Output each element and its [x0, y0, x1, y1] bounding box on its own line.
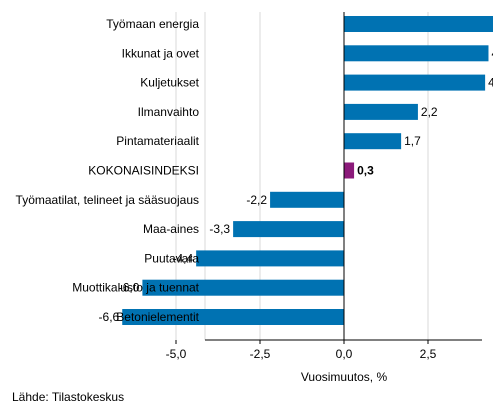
category-label: Pintamateriaalit: [116, 134, 199, 148]
category-labels: Työmaan energia Ikkunat ja ovet Kuljetukse…: [16, 17, 200, 324]
value-label: 4,2: [488, 76, 493, 90]
bar: [270, 191, 344, 208]
category-label: Puutavara: [144, 251, 199, 265]
bars: [122, 16, 493, 325]
category-label: Työmaatilat, telineet ja sääsuojaus: [16, 193, 199, 207]
value-label: 4,3: [491, 46, 493, 60]
category-label: Betonielementit: [116, 310, 199, 324]
category-label: Ilmanvaihto: [138, 105, 200, 119]
bar: [344, 16, 493, 32]
value-label: -6,6: [99, 310, 120, 324]
x-tick-label: -5,0: [166, 347, 187, 361]
value-label: -3,3: [209, 222, 230, 236]
category-label: Maa-aines: [143, 222, 199, 236]
bar: [122, 309, 345, 325]
category-label: KOKONAISINDEKSI: [88, 164, 199, 178]
value-label: 1,7: [404, 134, 421, 148]
category-label: Muottikalusto ja tuennat: [72, 281, 199, 295]
bar: [142, 279, 344, 296]
x-axis: -5,0-2,50,02,55,07,5: [166, 12, 482, 361]
value-label: -6,0: [119, 281, 140, 295]
bar: [344, 45, 489, 62]
category-label: Kuljetukset: [140, 76, 199, 90]
value-labels: 6,94,34,22,21,70,3-2,2-3,3-4,4-6,0-6,6: [99, 46, 493, 324]
x-tick-label: 0,0: [336, 347, 353, 361]
category-label: Ikkunat ja ovet: [122, 46, 200, 60]
bar: [196, 250, 344, 267]
x-tick-label: 2,5: [420, 347, 437, 361]
value-label: -2,2: [246, 193, 267, 207]
value-label: -4,4: [172, 251, 193, 265]
category-label: Työmaan energia: [106, 17, 199, 31]
x-tick-label: -2,5: [250, 347, 271, 361]
bar: [344, 103, 418, 120]
bar: [233, 221, 344, 238]
x-axis-title: Vuosimuutos, %: [301, 370, 388, 384]
value-label: 2,2: [421, 105, 438, 119]
bar: [344, 74, 486, 91]
value-label: 0,3: [357, 164, 374, 178]
bar: [344, 133, 402, 150]
source-note: Lähde: Tilastokeskus: [12, 390, 125, 404]
bar: [344, 162, 355, 179]
